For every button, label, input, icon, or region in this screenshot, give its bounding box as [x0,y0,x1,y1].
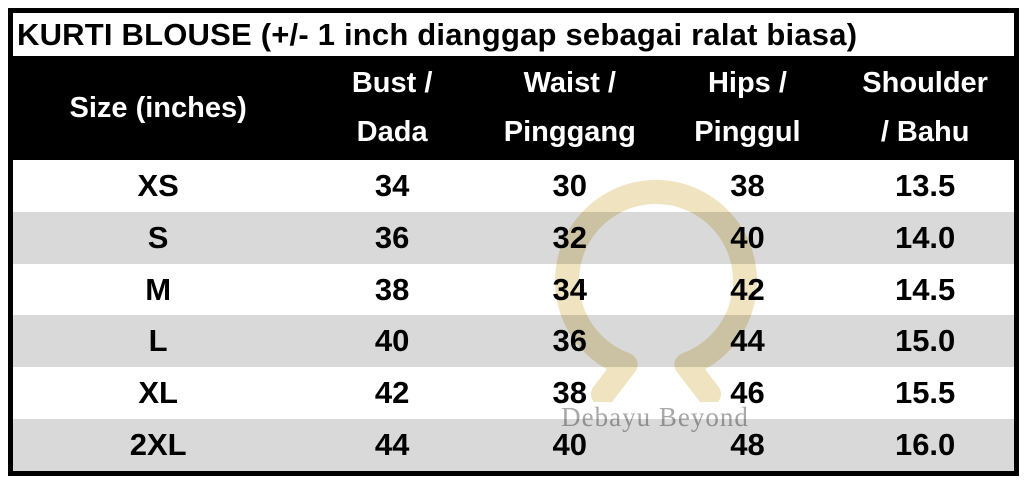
waist-value: 34 [552,271,588,307]
waist-value: 36 [552,323,588,359]
header-bust-label-ms: Dada [356,116,428,148]
header-bust-label-en: Bust / [351,67,433,99]
header-hips-label-en: Hips / [707,67,787,99]
table-row-xl: XL 42 38 46 15.5 [13,367,1014,419]
chart-title: KURTI BLOUSE (+/- 1 inch dianggap sebaga… [17,16,858,52]
header-waist-label-ms: Pinggang [503,116,636,148]
bust-value: 38 [374,271,410,307]
bust-value: 36 [374,219,410,255]
shoulder-value: 15.0 [894,323,956,359]
size-value: XS [137,167,179,203]
hips-value: 48 [730,427,765,463]
waist-value: 30 [552,167,588,203]
hips-value: 40 [730,219,765,255]
hips-value: 46 [730,375,765,411]
size-value: S [147,219,169,255]
bust-value: 34 [374,167,410,203]
table-row-2xl: 2XL 44 40 48 16.0 [13,419,1014,471]
hips-value: 38 [730,167,765,203]
waist-value: 40 [552,427,588,463]
header-cell-hips: Hips / Pinggul [659,56,837,160]
hips-value: 42 [730,271,765,307]
shoulder-value: 16.0 [894,427,956,463]
table-row-m: M 38 34 42 14.5 [13,264,1014,316]
header-waist-label-en: Waist / [523,67,616,99]
table-header-row: Size (inches) Bust / Dada Waist / Pingga… [13,56,1014,160]
bust-value: 40 [374,323,410,359]
header-cell-bust: Bust / Dada [303,56,481,160]
size-value: XL [138,375,178,411]
table-row-l: L 40 36 44 15.0 [13,315,1014,368]
bust-value: 42 [374,375,410,411]
table-row-s: S 36 32 40 14.0 [13,211,1014,264]
header-cell-size: Size (inches) [13,56,303,160]
header-size-label: Size (inches) [69,91,247,124]
waist-value: 32 [552,219,588,255]
size-value: L [148,323,168,359]
size-value: M [145,271,172,307]
header-hips-label-ms: Pinggul [694,116,801,148]
header-shoulder-label-en: Shoulder [862,67,988,99]
waist-value: 38 [552,375,588,411]
shoulder-value: 14.5 [894,271,956,307]
size-chart-table: KURTI BLOUSE (+/- 1 inch dianggap sebaga… [8,8,1019,476]
shoulder-value: 14.0 [894,219,956,255]
header-cell-shoulder: Shoulder / Bahu [836,56,1014,160]
size-value: 2XL [129,427,187,463]
hips-value: 44 [730,323,765,359]
shoulder-value: 15.5 [894,375,956,411]
header-shoulder-label-ms: / Bahu [880,116,970,148]
table-row-xs: XS 34 30 38 13.5 [13,160,1014,212]
bust-value: 44 [374,427,410,463]
shoulder-value: 13.5 [894,167,956,203]
header-cell-waist: Waist / Pinggang [481,56,659,160]
table-body: XS 34 30 38 13.5 S 36 32 40 14.0 M 38 34… [13,160,1014,471]
chart-title-bar: KURTI BLOUSE (+/- 1 inch dianggap sebaga… [13,13,1014,56]
